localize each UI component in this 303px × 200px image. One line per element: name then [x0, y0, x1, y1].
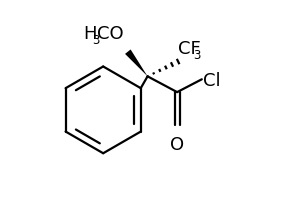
Text: 3: 3 — [92, 34, 100, 47]
Text: 3: 3 — [193, 49, 200, 62]
Text: H: H — [83, 25, 97, 43]
Text: CF: CF — [178, 40, 201, 58]
Text: Cl: Cl — [203, 72, 220, 90]
Text: O: O — [170, 136, 184, 154]
Polygon shape — [125, 49, 148, 76]
Text: CO: CO — [97, 25, 124, 43]
